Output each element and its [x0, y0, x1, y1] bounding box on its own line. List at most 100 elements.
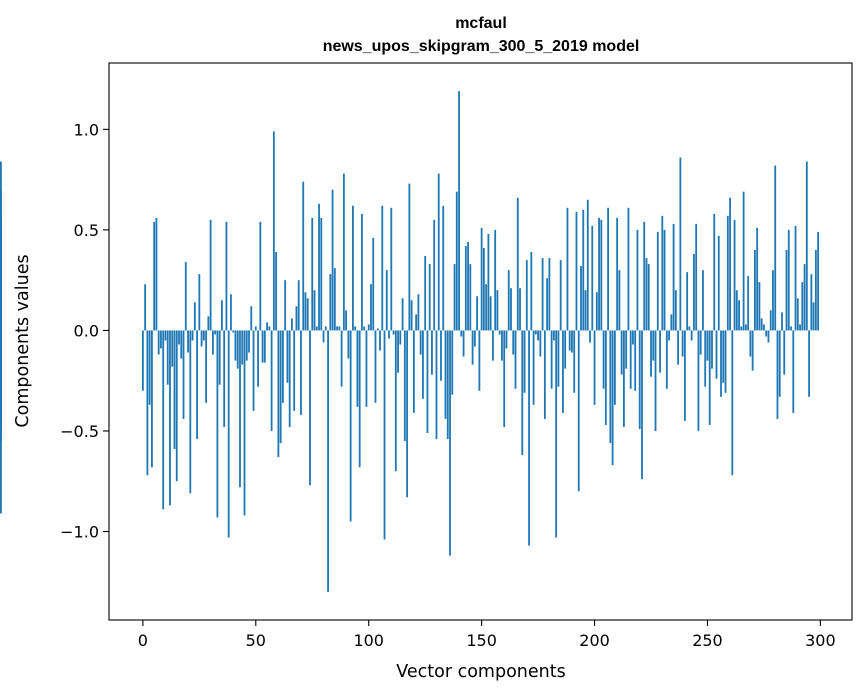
- bar-41: [234, 330, 237, 361]
- bar-248: [702, 270, 704, 331]
- bar-245: [695, 223, 698, 331]
- bar-87: [338, 326, 341, 331]
- bar-158: [498, 330, 501, 335]
- bar-293: [803, 264, 806, 331]
- bar-220: [638, 330, 641, 429]
- bar-80: [322, 330, 325, 343]
- bar-17: [180, 330, 183, 359]
- bar-163: [510, 288, 512, 331]
- bar-55: [266, 322, 268, 331]
- bar-274: [760, 318, 763, 331]
- bar-232: [665, 330, 668, 389]
- bar-68: [295, 306, 298, 331]
- bar-7: [157, 330, 160, 355]
- bar-undefined: [0, 330, 2, 373]
- bar-156: [494, 229, 497, 331]
- bar-275: [763, 324, 765, 331]
- bar-140: [458, 91, 460, 331]
- bar-5: [153, 221, 156, 331]
- bar-288: [792, 330, 795, 413]
- bar-217: [632, 330, 634, 345]
- bar-260: [729, 197, 731, 331]
- bar-227: [654, 330, 657, 431]
- bar-292: [801, 282, 804, 331]
- bar-206: [607, 207, 609, 331]
- bar-43: [239, 330, 241, 488]
- bar-127: [428, 264, 431, 331]
- y-tick-label: 0.5: [74, 221, 99, 240]
- bar-229: [659, 330, 661, 373]
- bar-123: [419, 330, 422, 355]
- bar-112: [394, 330, 397, 472]
- bar-157: [496, 290, 499, 331]
- bar-29: [207, 316, 210, 331]
- bar-93: [352, 205, 354, 331]
- bar-236: [674, 290, 677, 331]
- bar-16: [178, 330, 180, 345]
- y-tick-label: 1.0: [74, 120, 99, 139]
- bar-219: [636, 229, 639, 331]
- bar-115: [401, 298, 404, 331]
- bar-222: [643, 221, 646, 331]
- bar-130: [435, 330, 438, 440]
- bar-62: [281, 330, 284, 403]
- bar-35: [221, 300, 223, 331]
- bar-263: [735, 290, 738, 331]
- bar-96: [358, 330, 361, 468]
- bar-185: [559, 260, 562, 331]
- bar-175: [537, 330, 539, 341]
- bar-283: [781, 312, 783, 331]
- bar-261: [731, 330, 734, 476]
- bar-46: [245, 330, 248, 361]
- x-tick-label: 50: [246, 631, 266, 650]
- bar-197: [586, 199, 589, 331]
- bar-287: [790, 326, 792, 331]
- bar-256: [720, 330, 722, 397]
- bar-190: [571, 330, 573, 353]
- bar-37: [225, 221, 228, 331]
- y-tick-label: 0.0: [74, 321, 99, 340]
- bar-10: [164, 330, 167, 341]
- chart-title: mcfaul: [455, 15, 507, 32]
- bar-11: [166, 330, 169, 385]
- bar-124: [422, 330, 424, 399]
- bar-65: [288, 330, 291, 427]
- bar-235: [672, 223, 675, 331]
- bar-164: [512, 330, 515, 355]
- bar-9: [162, 330, 165, 510]
- bar-155: [492, 330, 494, 361]
- bar-26: [200, 330, 203, 347]
- bar-264: [738, 300, 740, 331]
- bar-284: [783, 330, 786, 375]
- bar-53: [261, 330, 264, 363]
- y-tick-label: −0.5: [60, 422, 99, 441]
- bar-203: [600, 219, 603, 331]
- bar-51: [257, 330, 259, 387]
- bar-94: [354, 326, 357, 331]
- bar-76: [313, 290, 316, 331]
- bar-250: [706, 330, 709, 361]
- bar-241: [686, 272, 689, 331]
- bar-210: [616, 217, 619, 331]
- x-axis-ticks: 0 50 100 150 200 250 300: [138, 620, 836, 650]
- bar-139: [455, 191, 458, 331]
- x-tick-label: 250: [692, 631, 723, 650]
- bar-176: [539, 330, 542, 357]
- bar-168: [521, 330, 524, 456]
- bar-170: [525, 260, 528, 331]
- bar-118: [408, 183, 411, 331]
- bar-272: [756, 227, 759, 331]
- bar-109: [388, 330, 390, 339]
- bar-34: [218, 330, 221, 385]
- bar-173: [532, 330, 535, 405]
- bar-48: [250, 306, 253, 331]
- bar-58: [272, 131, 275, 331]
- bar-107: [383, 330, 386, 540]
- bar-171: [528, 330, 530, 546]
- bar-166: [516, 197, 519, 331]
- bar-44: [241, 330, 244, 365]
- bar-243: [690, 330, 693, 341]
- bar-184: [557, 330, 560, 387]
- bar-148: [476, 296, 479, 331]
